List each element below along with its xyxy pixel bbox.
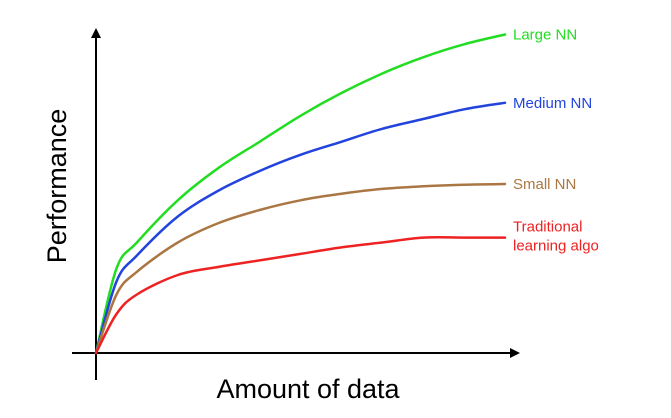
series-label-medium-nn: Medium NN	[513, 95, 592, 112]
x-axis-label: Amount of data	[216, 374, 400, 404]
series-line-large-nn	[94, 33, 507, 355]
series-labels: Large NN Medium NN Small NN Traditional lear…	[513, 27, 599, 255]
series-label-large-nn: Large NN	[513, 27, 577, 44]
series-line-traditional-learning-algo	[94, 235, 507, 355]
y-axis-arrow	[91, 28, 101, 38]
series-line-medium-nn	[94, 101, 507, 355]
y-axis-label: Performance	[42, 109, 72, 264]
series-lines	[94, 33, 507, 355]
axes	[72, 28, 520, 380]
series-label-traditional-learning-algo: Traditional learning algo	[513, 219, 599, 255]
series-line-small-nn	[94, 182, 507, 355]
x-axis-arrow	[510, 348, 520, 358]
series-label-small-nn: Small NN	[513, 176, 576, 193]
